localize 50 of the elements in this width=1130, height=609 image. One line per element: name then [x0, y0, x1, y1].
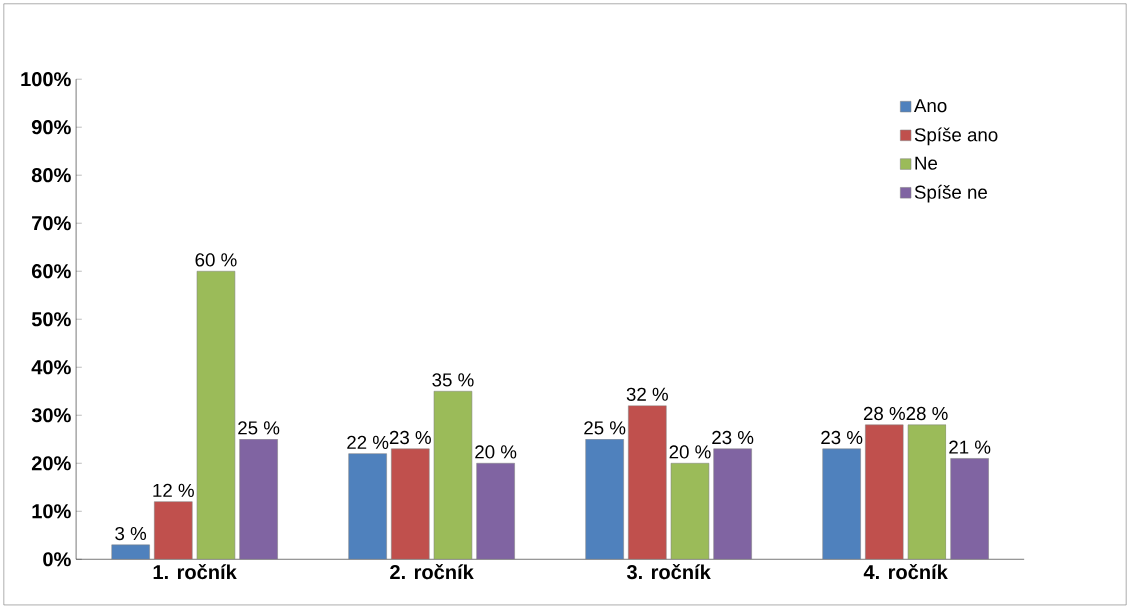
y-tick-label: 80%	[31, 168, 71, 183]
legend-label: Ne	[915, 156, 938, 170]
data-label: 25 %	[584, 421, 626, 435]
x-tick-label: 1. ročník	[153, 564, 237, 580]
y-tick-label: 50%	[31, 312, 71, 327]
data-label: 12 %	[153, 483, 194, 498]
data-label: 22 %	[347, 435, 389, 450]
data-label: 60 %	[195, 253, 237, 267]
y-tick-label: 90%	[31, 120, 71, 135]
x-tick-label: 3. ročník	[626, 564, 711, 580]
data-label: 23 %	[389, 430, 431, 445]
data-label: 20 %	[475, 445, 517, 459]
legend-label: Spíše ne	[914, 184, 987, 203]
legend-label: Spíše ano	[914, 127, 998, 146]
bar	[950, 458, 989, 560]
bar	[713, 448, 752, 560]
data-label: 35 %	[432, 373, 474, 387]
y-tick-label: 30%	[31, 408, 71, 423]
bar	[822, 448, 861, 560]
data-label: 32 %	[626, 387, 668, 402]
data-label: 20 %	[669, 445, 711, 459]
data-label: 21 %	[949, 440, 991, 454]
bar	[391, 448, 430, 560]
x-tick-label: 4. ročník	[863, 564, 948, 580]
y-tick-label: 70%	[32, 216, 71, 231]
data-label: 23 %	[712, 430, 754, 445]
bar	[907, 424, 947, 560]
bar	[628, 405, 667, 560]
x-tick-label: 2. ročník	[390, 564, 474, 580]
bar	[154, 501, 193, 560]
bar	[433, 391, 473, 560]
legend-label: Ano	[913, 99, 947, 113]
bar	[476, 463, 515, 560]
y-tick-label: 20%	[31, 456, 71, 471]
y-tick-label: 40%	[31, 360, 71, 375]
data-label: 25 %	[238, 421, 280, 435]
data-label: 23 %	[821, 430, 863, 445]
y-tick-label: 60%	[31, 264, 71, 279]
bar	[865, 424, 904, 560]
y-tick-label: 100%	[21, 72, 71, 87]
bar	[196, 271, 236, 560]
data-label: 28 %	[906, 406, 948, 421]
data-label: 28 %	[863, 406, 905, 421]
data-label: 3 %	[115, 527, 147, 541]
bar	[585, 439, 624, 560]
y-tick-label: 10%	[32, 504, 71, 519]
bar	[348, 453, 387, 560]
y-tick-label: 0%	[43, 552, 71, 567]
bar	[239, 439, 278, 560]
bar	[670, 463, 710, 560]
